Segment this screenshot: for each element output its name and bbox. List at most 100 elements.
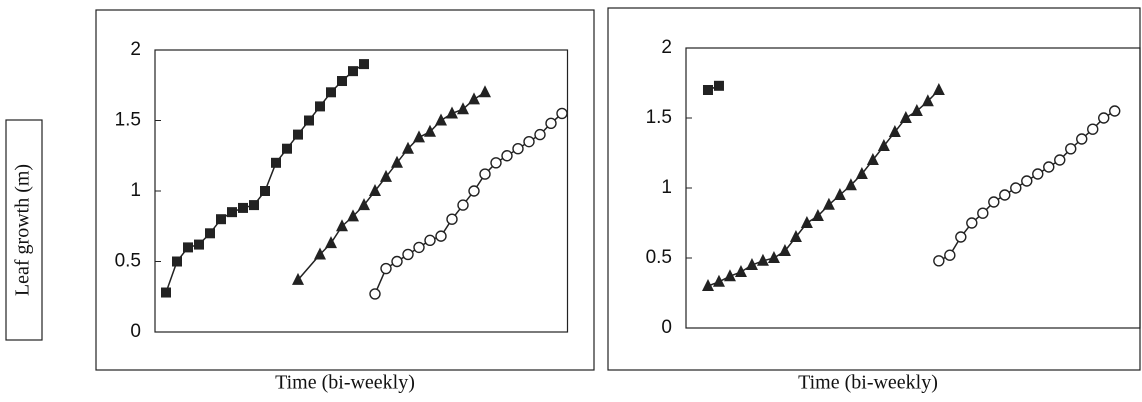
triangle-marker	[888, 125, 901, 137]
circle-marker	[955, 231, 967, 243]
square-marker	[271, 157, 281, 168]
circle-marker	[556, 107, 568, 120]
plot-area	[154, 49, 569, 333]
square-marker	[359, 59, 369, 70]
y-tick-label: 0	[130, 321, 141, 342]
triangle-marker	[391, 155, 403, 168]
triangle-marker	[866, 153, 879, 165]
triangle-marker	[932, 83, 945, 95]
y-tick-label: 1.5	[646, 107, 672, 128]
circle-marker	[944, 249, 956, 261]
square-marker	[282, 143, 292, 154]
circle-marker	[1054, 154, 1066, 166]
triangle-marker	[457, 102, 469, 115]
chart-frame	[607, 7, 1141, 371]
circle-marker	[501, 150, 513, 162]
circle-marker	[1032, 168, 1044, 180]
triangle-marker	[756, 253, 769, 266]
circle-marker	[424, 234, 436, 247]
triangle-marker	[712, 274, 725, 287]
triangle-marker	[833, 188, 846, 200]
square-marker	[249, 200, 259, 211]
square-marker	[304, 115, 314, 126]
square-marker	[293, 129, 303, 140]
triangle-marker	[314, 247, 326, 260]
triangle-marker	[369, 184, 381, 196]
square-marker	[713, 80, 724, 91]
triangle-marker	[701, 279, 714, 291]
circle-marker	[468, 185, 480, 197]
circle-marker	[413, 241, 425, 254]
square-marker	[326, 87, 336, 98]
triangle-marker	[358, 198, 370, 211]
circle-marker	[966, 217, 978, 229]
triangle-marker	[336, 219, 348, 232]
square-marker	[260, 186, 270, 196]
y-tick-label: 1.5	[115, 110, 141, 131]
circle-marker	[380, 262, 392, 275]
circle-marker	[1010, 182, 1022, 194]
triangle-marker	[822, 197, 835, 210]
circle-marker	[1021, 175, 1033, 187]
triangle-marker	[877, 139, 890, 151]
triangle-marker	[767, 251, 780, 263]
triangle-marker	[325, 236, 337, 249]
square-marker	[702, 85, 713, 95]
circle-marker	[457, 199, 469, 211]
circle-marker	[523, 135, 535, 148]
x-axis-label: Time (bi-weekly)	[798, 372, 938, 394]
triangle-marker	[800, 216, 813, 228]
triangle-marker	[789, 230, 802, 242]
triangle-marker	[468, 92, 480, 105]
circle-marker	[1087, 123, 1099, 135]
x-axis-label: Time (bi-weekly)	[275, 372, 415, 394]
square-marker	[337, 76, 347, 87]
triangle-marker	[855, 167, 868, 179]
square-marker	[348, 66, 358, 77]
triangle-marker	[446, 106, 458, 119]
plot-area	[685, 47, 1141, 329]
square-marker	[238, 202, 248, 213]
ylabel-box	[5, 119, 43, 341]
circle-marker	[369, 288, 381, 300]
triangle-marker	[380, 169, 392, 182]
series-line	[707, 89, 940, 287]
circle-marker	[1043, 161, 1055, 173]
y-tick-label: 0.5	[646, 247, 672, 268]
circle-marker	[490, 157, 502, 169]
y-tick-label: 0	[661, 317, 672, 338]
square-marker	[172, 256, 182, 267]
triangle-marker	[347, 209, 359, 222]
square-marker	[216, 214, 226, 225]
triangle-marker	[844, 178, 857, 191]
circle-marker	[402, 248, 414, 261]
triangle-marker	[921, 94, 934, 107]
series-line	[165, 63, 365, 293]
circle-marker	[1076, 133, 1088, 145]
circle-marker	[446, 213, 458, 225]
triangle-marker	[479, 85, 491, 98]
triangle-marker	[910, 104, 923, 116]
y-tick-label: 1	[130, 180, 141, 201]
circle-marker	[1065, 143, 1077, 155]
triangle-marker	[424, 124, 436, 137]
series-line	[297, 91, 486, 281]
circle-marker	[534, 128, 546, 141]
triangle-marker	[734, 265, 747, 277]
chart-frame	[95, 9, 595, 371]
square-marker	[205, 228, 215, 239]
triangle-marker	[402, 141, 414, 154]
triangle-marker	[899, 111, 912, 123]
square-marker	[161, 287, 171, 298]
circle-marker	[512, 142, 524, 155]
triangle-marker	[811, 209, 824, 221]
square-marker	[227, 207, 237, 218]
circle-marker	[1109, 105, 1121, 117]
y-tick-label: 1	[661, 177, 672, 198]
y-axis-label: Leaf growth (m)	[12, 164, 34, 296]
square-marker	[194, 239, 204, 250]
triangle-marker	[745, 258, 758, 270]
circle-marker	[391, 255, 403, 268]
circle-marker	[999, 189, 1011, 201]
